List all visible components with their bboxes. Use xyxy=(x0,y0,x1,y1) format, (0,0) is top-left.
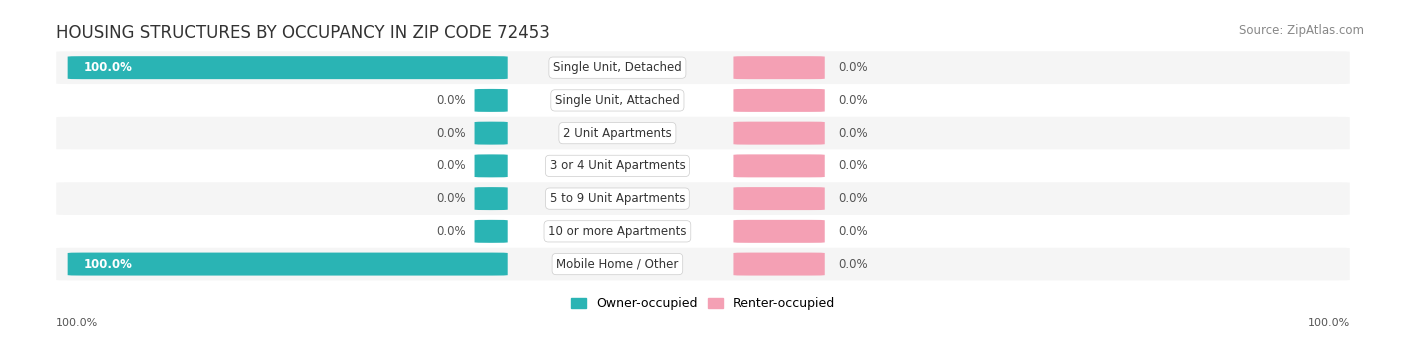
Text: 0.0%: 0.0% xyxy=(839,192,869,205)
Text: 0.0%: 0.0% xyxy=(839,159,869,172)
Text: 0.0%: 0.0% xyxy=(839,61,869,74)
Text: 100.0%: 100.0% xyxy=(84,61,134,74)
Text: Single Unit, Detached: Single Unit, Detached xyxy=(553,61,682,74)
Text: 0.0%: 0.0% xyxy=(839,127,869,140)
FancyBboxPatch shape xyxy=(56,149,1350,182)
FancyBboxPatch shape xyxy=(734,56,825,79)
Text: 0.0%: 0.0% xyxy=(436,192,465,205)
FancyBboxPatch shape xyxy=(734,220,825,243)
FancyBboxPatch shape xyxy=(67,253,508,276)
Text: 100.0%: 100.0% xyxy=(84,258,134,271)
Text: 5 to 9 Unit Apartments: 5 to 9 Unit Apartments xyxy=(550,192,685,205)
FancyBboxPatch shape xyxy=(56,84,1350,117)
Text: 0.0%: 0.0% xyxy=(436,94,465,107)
Text: Source: ZipAtlas.com: Source: ZipAtlas.com xyxy=(1239,24,1364,37)
FancyBboxPatch shape xyxy=(56,248,1350,280)
Text: 100.0%: 100.0% xyxy=(1308,318,1350,328)
Text: 100.0%: 100.0% xyxy=(56,318,98,328)
Text: 0.0%: 0.0% xyxy=(436,225,465,238)
FancyBboxPatch shape xyxy=(56,215,1350,248)
Text: 0.0%: 0.0% xyxy=(839,225,869,238)
Text: HOUSING STRUCTURES BY OCCUPANCY IN ZIP CODE 72453: HOUSING STRUCTURES BY OCCUPANCY IN ZIP C… xyxy=(56,24,550,42)
FancyBboxPatch shape xyxy=(67,56,508,79)
Text: Single Unit, Attached: Single Unit, Attached xyxy=(555,94,681,107)
Text: 0.0%: 0.0% xyxy=(839,94,869,107)
FancyBboxPatch shape xyxy=(475,220,508,243)
Text: 0.0%: 0.0% xyxy=(436,159,465,172)
FancyBboxPatch shape xyxy=(734,122,825,145)
FancyBboxPatch shape xyxy=(734,253,825,276)
FancyBboxPatch shape xyxy=(475,122,508,145)
Text: 10 or more Apartments: 10 or more Apartments xyxy=(548,225,686,238)
FancyBboxPatch shape xyxy=(56,117,1350,149)
Text: 0.0%: 0.0% xyxy=(839,258,869,271)
Text: 3 or 4 Unit Apartments: 3 or 4 Unit Apartments xyxy=(550,159,685,172)
FancyBboxPatch shape xyxy=(734,154,825,177)
Text: 2 Unit Apartments: 2 Unit Apartments xyxy=(562,127,672,140)
FancyBboxPatch shape xyxy=(734,187,825,210)
Text: 0.0%: 0.0% xyxy=(436,127,465,140)
FancyBboxPatch shape xyxy=(475,89,508,112)
Text: Mobile Home / Other: Mobile Home / Other xyxy=(557,258,679,271)
FancyBboxPatch shape xyxy=(734,89,825,112)
FancyBboxPatch shape xyxy=(475,154,508,177)
FancyBboxPatch shape xyxy=(56,51,1350,84)
FancyBboxPatch shape xyxy=(475,187,508,210)
FancyBboxPatch shape xyxy=(56,182,1350,215)
Legend: Owner-occupied, Renter-occupied: Owner-occupied, Renter-occupied xyxy=(567,292,839,315)
